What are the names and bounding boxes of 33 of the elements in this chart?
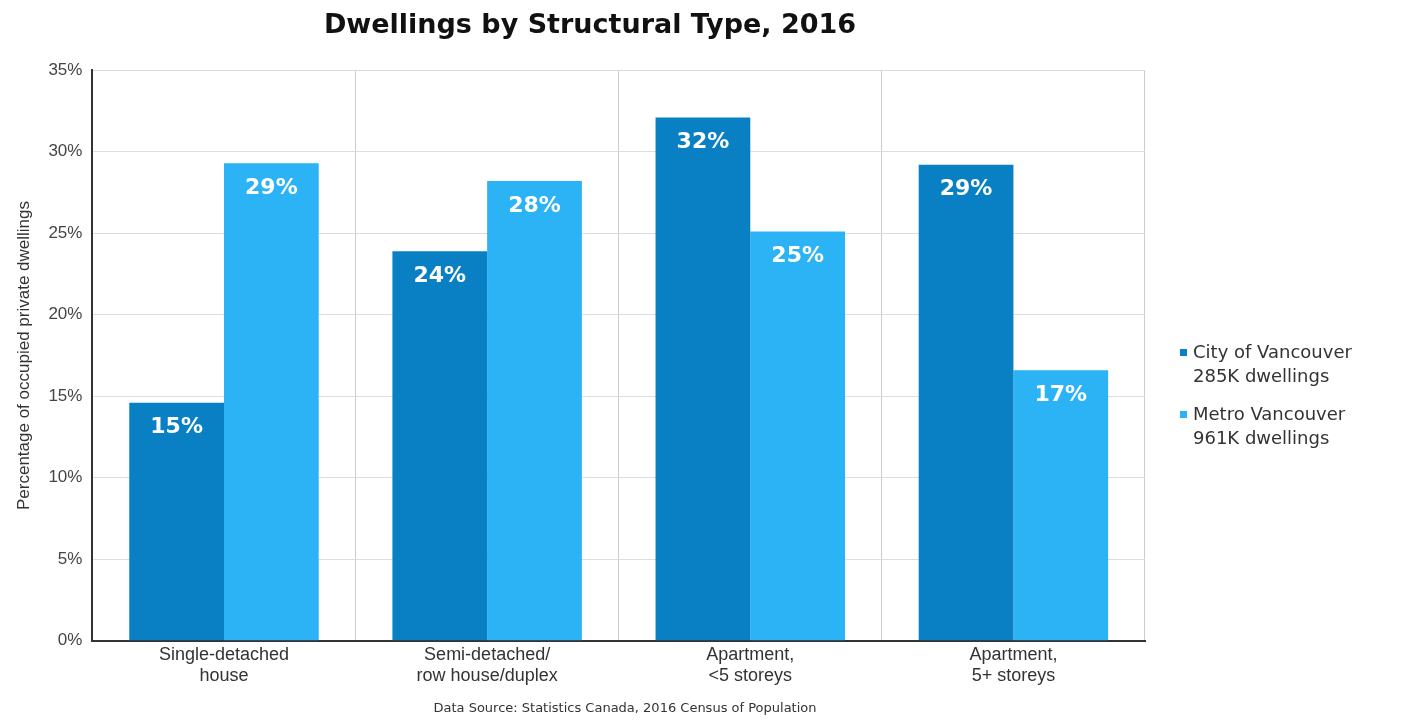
source-note: Data Source: Statistics Canada, 2016 Census of Population	[432, 700, 818, 715]
y-tick-label: 35%	[48, 59, 83, 79]
legend-label: City of Vancouver 285K dwellings	[1193, 340, 1352, 388]
x-tick-label: Semi-detached/ row house/duplex	[416, 643, 558, 686]
bar	[750, 231, 846, 641]
y-tick-label: 25%	[48, 222, 83, 242]
data-label: 28%	[508, 191, 561, 217]
bar	[918, 164, 1014, 641]
data-label: 15%	[150, 413, 203, 439]
data-label: 29%	[245, 173, 298, 199]
legend-label: Metro Vancouver 961K dwellings	[1193, 402, 1346, 450]
data-label: 17%	[1034, 380, 1088, 406]
data-label: 29%	[939, 175, 993, 201]
bar	[129, 402, 224, 641]
x-tick-label: Single-detached house	[158, 643, 290, 686]
y-tick-label: 15%	[48, 385, 83, 405]
bar	[655, 117, 751, 641]
data-label: 32%	[676, 128, 730, 154]
bar	[392, 251, 488, 641]
y-tick-label: 20%	[48, 304, 83, 324]
data-label: 24%	[413, 261, 467, 287]
y-tick-label: 10%	[48, 467, 83, 487]
y-tick-label: 0%	[57, 630, 83, 650]
x-tick-label: Apartment, 5+ storeys	[969, 643, 1058, 686]
x-tick-label: Apartment, <5 storeys	[706, 643, 795, 686]
bar	[224, 163, 319, 641]
y-axis-title: Percentage of occupied private dwellings	[13, 200, 33, 511]
bar	[487, 181, 582, 641]
chart-title: Dwellings by Structural Type, 2016	[322, 8, 858, 39]
data-label: 25%	[771, 242, 824, 268]
y-tick-label: 5%	[57, 548, 83, 568]
y-tick-label: 30%	[48, 141, 83, 161]
bar	[1013, 370, 1109, 641]
